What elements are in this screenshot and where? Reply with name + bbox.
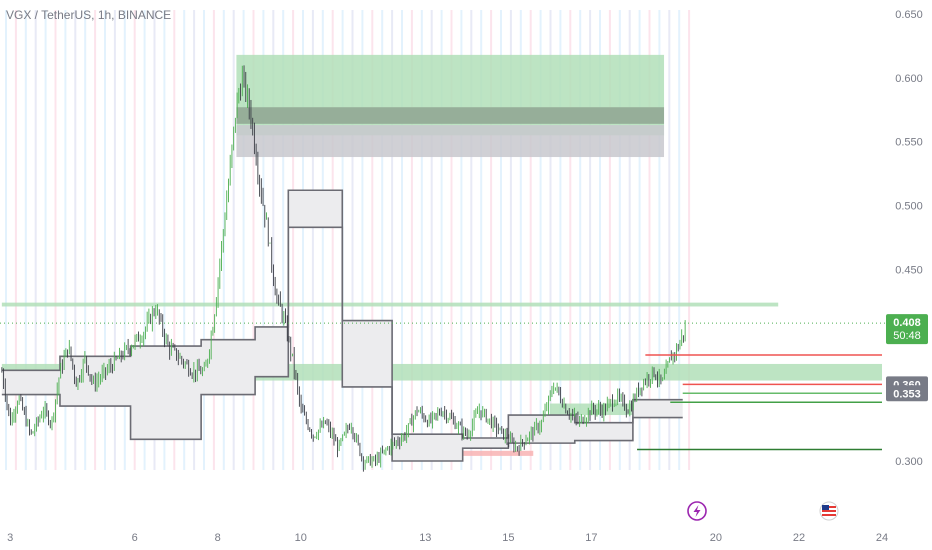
lightning-icon[interactable] bbox=[687, 501, 707, 521]
y-tick-label: 0.450 bbox=[895, 264, 923, 276]
us-flag-icon[interactable] bbox=[819, 501, 839, 521]
x-tick-label: 10 bbox=[295, 532, 307, 544]
x-tick-label: 17 bbox=[585, 532, 597, 544]
x-tick-label: 8 bbox=[215, 532, 221, 544]
zone bbox=[236, 125, 665, 158]
x-tick-label: 6 bbox=[132, 532, 138, 544]
y-tick-label: 0.500 bbox=[895, 201, 923, 213]
y-tick-label: 0.300 bbox=[895, 456, 923, 468]
x-tick-label: 22 bbox=[793, 532, 805, 544]
price-tag-text: 0.408 bbox=[893, 317, 921, 329]
chart-title: VGX / TetherUS, 1h, BINANCE bbox=[6, 8, 171, 22]
levels bbox=[637, 354, 882, 451]
x-tick-label: 13 bbox=[419, 532, 431, 544]
y-tick-label: 0.600 bbox=[895, 73, 923, 85]
x-tick-label: 15 bbox=[502, 532, 514, 544]
y-tick-label: 0.650 bbox=[895, 9, 923, 21]
x-axis: 3 6 8 10 13 15 17 20 22 24 bbox=[7, 532, 888, 544]
x-tick-label: 3 bbox=[7, 532, 13, 544]
zone bbox=[1, 302, 779, 307]
band-lower-line bbox=[1, 226, 683, 462]
zone bbox=[236, 107, 665, 124]
price-tag bbox=[886, 385, 928, 402]
price-candles bbox=[1, 65, 686, 472]
stepped-band bbox=[0, 189, 888, 462]
price-tag-text: 0.353 bbox=[893, 388, 921, 400]
price-tag-countdown: 50:48 bbox=[893, 330, 921, 342]
y-axis: 0.650 0.600 0.550 0.500 0.450 0.300 bbox=[895, 9, 923, 468]
x-tick-label: 24 bbox=[876, 532, 888, 544]
y-tick-label: 0.550 bbox=[895, 137, 923, 149]
x-tick-label: 20 bbox=[710, 532, 722, 544]
zone bbox=[408, 450, 534, 456]
zone bbox=[549, 403, 667, 416]
price-tag bbox=[886, 314, 928, 345]
